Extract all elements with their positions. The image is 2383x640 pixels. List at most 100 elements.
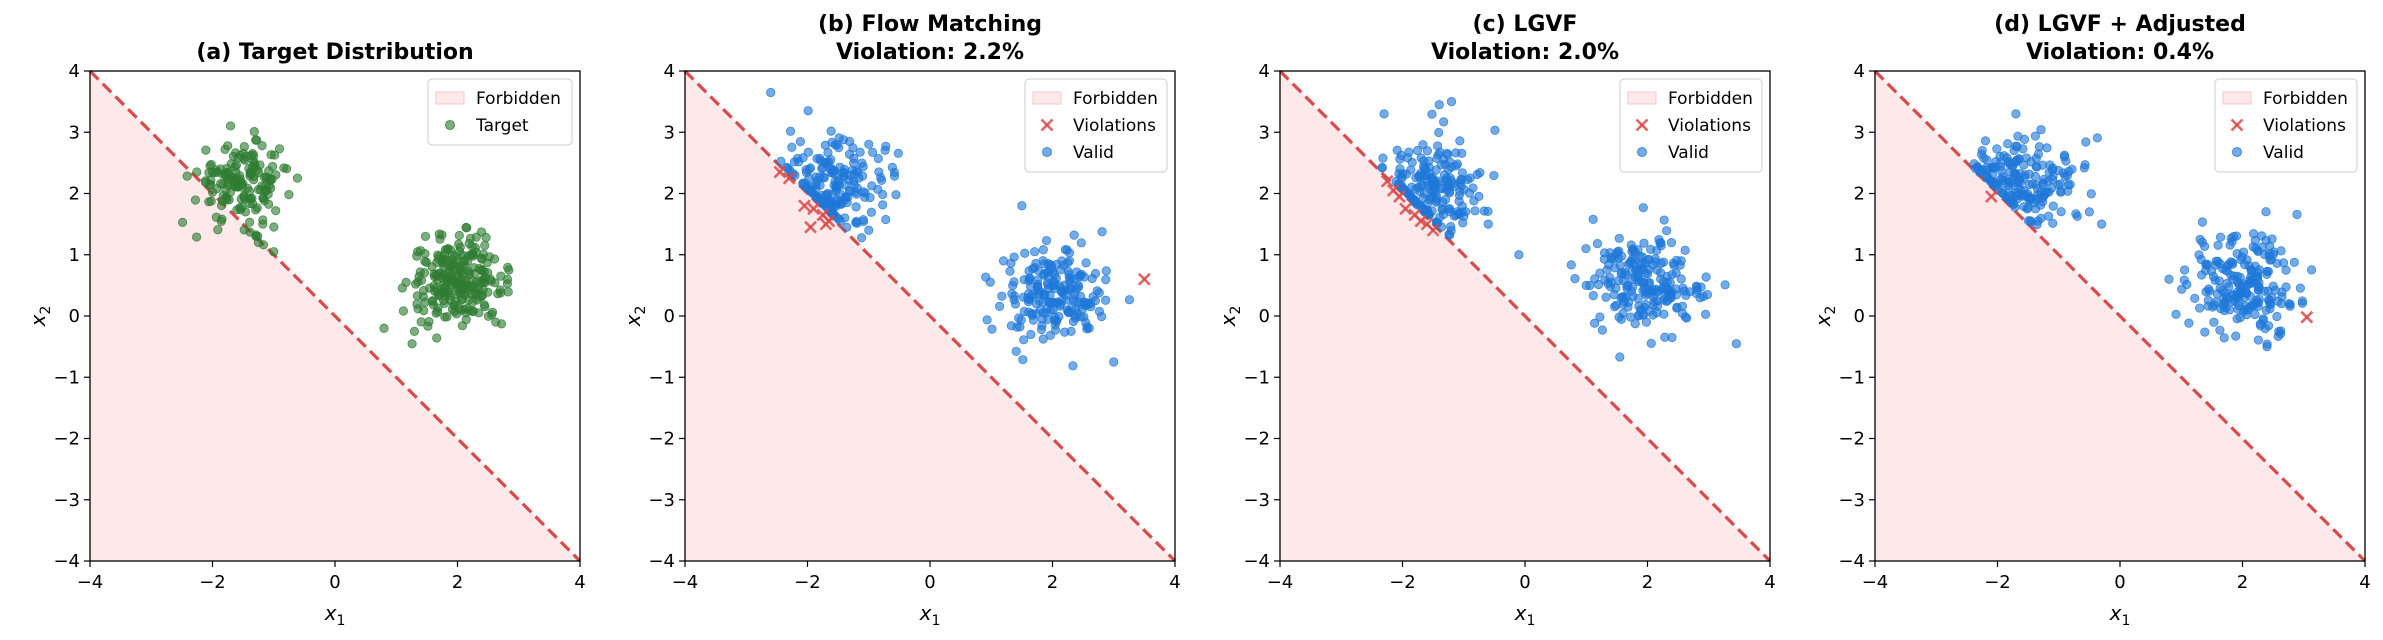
valid-point — [1637, 252, 1648, 262]
valid-point — [2009, 145, 2019, 156]
valid-point — [2289, 257, 2299, 267]
y-tick-label: 2 — [1259, 184, 1270, 205]
valid-point — [1595, 268, 1605, 278]
valid-point — [776, 156, 786, 166]
target-point — [397, 283, 407, 293]
valid-point — [832, 195, 843, 205]
valid-point — [1461, 207, 1471, 217]
target-point — [409, 326, 420, 336]
valid-point — [2033, 216, 2043, 226]
valid-point — [1566, 260, 1576, 270]
valid-point — [1581, 244, 1591, 254]
valid-point — [889, 171, 900, 181]
valid-point — [1685, 287, 1695, 297]
target-point — [407, 339, 417, 349]
valid-point — [1652, 296, 1663, 306]
valid-point — [1005, 266, 1015, 276]
valid-point — [2195, 303, 2205, 313]
valid-point — [1667, 332, 1677, 343]
valid-point — [1514, 250, 1524, 260]
valid-point — [1432, 153, 1442, 164]
violation-marker-stroke-b — [782, 171, 796, 185]
target-point — [434, 290, 444, 300]
valid-point — [1063, 258, 1073, 268]
valid-point — [1087, 273, 1097, 284]
panel-title: Violation: 0.4% — [2026, 40, 2214, 65]
valid-point — [1451, 148, 1461, 158]
target-point — [245, 217, 255, 227]
valid-point — [1628, 253, 1638, 264]
valid-point — [2204, 286, 2215, 296]
valid-point — [1605, 273, 1615, 283]
panel-title: (c) LGVF — [1473, 12, 1578, 37]
valid-point — [2164, 274, 2174, 284]
valid-point — [2038, 192, 2048, 203]
valid-point — [1439, 117, 1449, 127]
target-point — [414, 271, 424, 282]
legend-label: Violations — [1668, 116, 1751, 136]
valid-point — [1627, 274, 1637, 284]
target-point — [420, 231, 431, 242]
violation-marker-stroke-b — [1426, 223, 1440, 237]
valid-point — [1101, 266, 1111, 276]
valid-point — [1489, 170, 1499, 181]
legend-violation-marker-stroke-b — [2230, 118, 2244, 132]
valid-point — [2257, 231, 2267, 241]
valid-point — [1614, 312, 1624, 322]
x-tick-label: −4 — [672, 572, 699, 593]
boundary-line — [1873, 69, 2367, 563]
valid-point — [2226, 270, 2236, 280]
valid-point — [2195, 234, 2205, 245]
valid-point — [1081, 258, 1091, 268]
valid-point — [1992, 144, 2002, 154]
y-tick-label: 0 — [69, 306, 80, 327]
x-tick-label: −2 — [1389, 572, 1416, 593]
target-point — [419, 305, 429, 316]
violation-marker-stroke-b — [1393, 190, 1406, 203]
legend-forbidden-swatch — [1032, 91, 1062, 105]
y-tick-label: −3 — [648, 490, 675, 511]
valid-point — [2080, 160, 2090, 170]
y-tick-label: 3 — [1259, 122, 1270, 143]
legend-violation-marker — [1040, 118, 1054, 132]
valid-point — [2067, 164, 2077, 174]
violation-marker-stroke-b — [1137, 272, 1151, 286]
valid-point — [2086, 189, 2096, 199]
violation-marker — [1380, 174, 1394, 188]
valid-point — [1075, 270, 1085, 280]
valid-point — [2197, 217, 2207, 227]
valid-point — [1457, 168, 1468, 178]
legend-label: Forbidden — [1668, 89, 1753, 109]
x-tick-label: 2 — [1642, 572, 1653, 593]
y-tick-label: 4 — [1854, 61, 1865, 82]
target-point — [482, 258, 492, 268]
y-tick-label: −2 — [1838, 429, 1865, 450]
target-point — [212, 184, 222, 194]
x-tick-label: 2 — [2237, 572, 2248, 593]
violation-marker-stroke-b — [807, 202, 821, 216]
target-point — [429, 281, 439, 291]
valid-point — [893, 148, 903, 158]
target-point — [264, 199, 274, 209]
scatter-points — [1969, 109, 2317, 352]
valid-point — [2019, 160, 2029, 170]
legend-forbidden-swatch — [435, 91, 465, 105]
valid-point — [1702, 290, 1713, 300]
valid-point — [1656, 258, 1666, 268]
valid-point — [2201, 265, 2211, 276]
target-point — [182, 171, 192, 181]
valid-point — [2034, 142, 2044, 152]
scatter-points — [1377, 97, 1741, 362]
valid-point — [838, 135, 849, 145]
valid-point — [1101, 275, 1111, 285]
y-axis-label: x2 — [1811, 306, 1839, 328]
target-point — [245, 198, 255, 209]
valid-point — [864, 139, 874, 149]
y-tick-label: 3 — [664, 122, 675, 143]
violation-marker — [819, 217, 833, 231]
x-tick-label: 2 — [452, 572, 463, 593]
valid-point — [2200, 327, 2210, 337]
target-point — [478, 249, 489, 259]
valid-point — [1720, 280, 1730, 290]
